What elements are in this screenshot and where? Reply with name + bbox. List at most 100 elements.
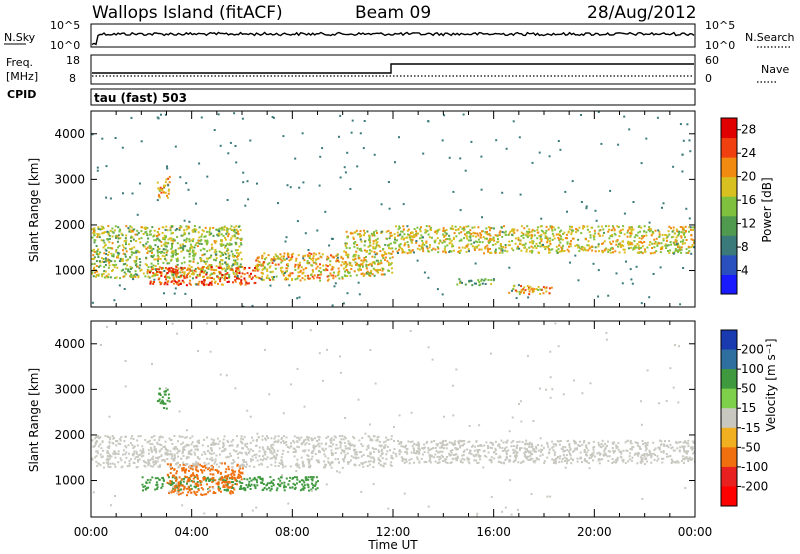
data-cell — [129, 265, 132, 268]
data-cell — [635, 246, 637, 249]
data-cell — [176, 486, 179, 489]
data-cell — [183, 449, 186, 451]
data-cell — [229, 492, 232, 495]
data-cell — [154, 477, 157, 480]
data-cell — [174, 287, 177, 290]
data-cell — [113, 266, 116, 269]
data-cell — [514, 237, 517, 240]
data-cell — [560, 447, 563, 450]
data-cell — [323, 460, 326, 463]
data-cell — [188, 238, 191, 241]
data-cell — [306, 254, 309, 257]
data-cell — [203, 279, 206, 282]
data-cell — [242, 305, 245, 307]
data-cell — [609, 450, 611, 453]
data-cell — [665, 237, 668, 240]
data-cell — [122, 252, 125, 255]
data-cell — [514, 289, 517, 292]
data-cell — [553, 451, 556, 454]
data-cell — [146, 233, 149, 236]
data-cell — [522, 288, 525, 291]
data-cell — [235, 269, 238, 271]
data-cell — [550, 248, 553, 251]
data-cell — [471, 445, 473, 448]
data-cell — [117, 461, 120, 464]
data-cell — [193, 480, 195, 483]
data-cell — [256, 266, 259, 269]
data-cell — [189, 488, 192, 491]
data-cell — [220, 239, 223, 241]
data-cell — [208, 228, 211, 231]
data-cell — [131, 192, 134, 195]
data-cell — [492, 238, 495, 241]
data-cell — [465, 225, 468, 228]
data-cell — [666, 244, 669, 247]
data-cell — [194, 252, 197, 255]
data-cell — [161, 436, 164, 439]
data-cell — [237, 473, 240, 476]
data-cell — [161, 485, 164, 488]
data-cell — [467, 225, 470, 228]
data-cell — [435, 232, 438, 235]
data-cell — [429, 244, 431, 246]
data-cell — [469, 229, 472, 232]
data-cell — [142, 244, 145, 246]
data-cell — [389, 449, 391, 452]
data-cell — [326, 279, 329, 282]
data-cell — [223, 226, 226, 229]
data-cell — [161, 477, 164, 479]
data-cell — [673, 251, 676, 254]
data-cell — [449, 450, 452, 452]
data-cell — [131, 247, 134, 250]
data-cell — [213, 462, 216, 465]
data-cell — [238, 451, 241, 454]
data-cell — [173, 239, 176, 242]
data-cell — [201, 229, 204, 232]
data-cell — [175, 462, 178, 465]
data-cell — [678, 232, 681, 235]
data-cell — [94, 239, 97, 242]
data-cell — [156, 235, 158, 238]
data-cell — [442, 229, 445, 232]
data-cell — [255, 453, 258, 456]
data-cell — [533, 234, 536, 237]
data-cell — [637, 231, 640, 234]
data-cell — [189, 475, 192, 478]
data-cell — [619, 242, 622, 245]
data-cell — [369, 272, 372, 275]
data-cell — [302, 462, 305, 465]
data-cell — [361, 263, 364, 266]
data-cell — [517, 245, 519, 248]
data-cell — [91, 271, 94, 274]
data-cell — [650, 454, 653, 457]
data-cell — [185, 228, 188, 231]
data-cell — [413, 461, 415, 464]
data-cell — [370, 263, 373, 266]
data-cell — [604, 447, 607, 449]
data-cell — [459, 444, 462, 447]
data-cell — [646, 441, 649, 444]
data-cell — [532, 449, 535, 452]
data-cell — [466, 448, 469, 451]
data-cell — [313, 447, 316, 450]
data-cell — [641, 234, 644, 237]
data-cell — [490, 283, 493, 286]
data-cell — [524, 242, 527, 245]
data-cell — [204, 262, 207, 265]
data-cell — [361, 436, 364, 439]
data-cell — [356, 243, 359, 246]
data-cell — [440, 454, 443, 457]
data-cell — [293, 441, 296, 444]
data-cell — [455, 453, 458, 456]
data-cell — [585, 445, 588, 448]
data-cell — [266, 274, 269, 277]
data-cell — [533, 229, 536, 232]
data-cell — [208, 458, 211, 461]
data-cell — [662, 202, 665, 205]
data-cell — [365, 264, 368, 267]
data-cell — [654, 229, 657, 232]
data-cell — [350, 459, 352, 462]
data-cell — [149, 245, 152, 248]
data-cell — [597, 451, 600, 454]
data-cell — [165, 235, 167, 238]
